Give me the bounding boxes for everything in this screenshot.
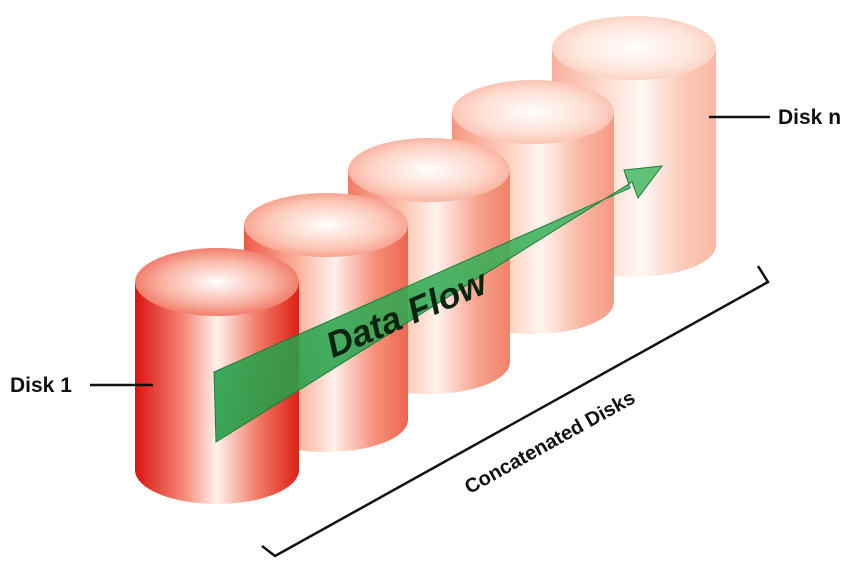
disk-n-label: Disk n (778, 106, 841, 129)
concatenated-bracket (261, 265, 770, 558)
disk-1-label: Disk 1 (10, 374, 72, 397)
